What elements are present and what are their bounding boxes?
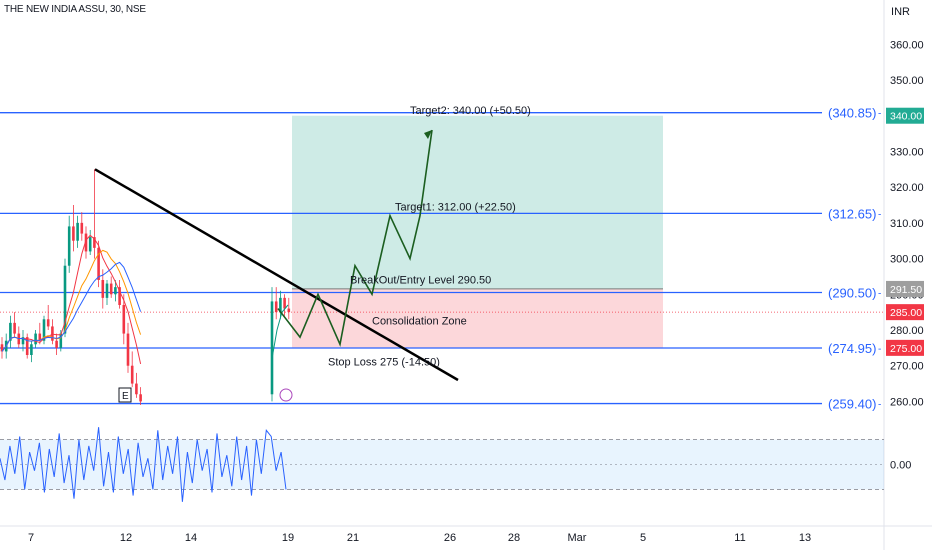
candle-body (55, 340, 58, 348)
candle-body (109, 283, 113, 295)
level-label: (312.65) (828, 206, 876, 221)
candle-body (59, 333, 63, 348)
candle-body (0, 344, 4, 352)
candle-body (25, 337, 29, 355)
symbol-title: THE NEW INDIA ASSU, 30, NSE (4, 4, 146, 15)
candle-body (118, 287, 121, 305)
stoploss-label: Stop Loss 275 (-14.50) (328, 357, 440, 369)
price-tag-label: 275.00 (890, 343, 922, 355)
consolidation-label: Consolidation Zone (372, 316, 467, 328)
candle-body (101, 280, 105, 298)
moving-average-line (1, 234, 142, 365)
candle-body (67, 226, 71, 266)
y-tick-label: 350.00 (890, 75, 924, 87)
y-tick-label: 280.00 (890, 325, 924, 337)
price-tag (886, 107, 924, 124)
moving-average-line (1, 261, 142, 352)
candle-body (72, 226, 75, 241)
x-tick-label: 11 (734, 532, 745, 544)
candle-body (279, 297, 282, 313)
level-tick: - (878, 400, 881, 411)
x-tick-label: Mar (568, 532, 587, 544)
y-tick-label: 330.00 (890, 146, 924, 158)
candle-body (38, 333, 42, 341)
price-tag-label: 340.00 (890, 111, 922, 123)
candle-body (80, 222, 84, 234)
x-tick-label: 21 (347, 532, 359, 544)
x-tick-label: 5 (640, 532, 646, 544)
level-label: (340.85) (828, 106, 876, 121)
price-tag-label: 285.00 (890, 307, 922, 319)
candle-body (21, 337, 25, 345)
y-tick-label: 300.00 (890, 254, 924, 266)
level-tick: - (878, 109, 881, 120)
candle-body (46, 319, 50, 327)
currency-label: INR (891, 6, 910, 18)
candle-body (88, 237, 92, 252)
earnings-marker (118, 387, 132, 403)
level-label: (290.50) (828, 286, 876, 301)
y-tick-label: 360.00 (890, 39, 924, 51)
moving-average-line (271, 304, 289, 359)
candle-body (283, 297, 286, 309)
candle-body (76, 222, 79, 241)
oscillator-line (0, 427, 287, 502)
candle-body (97, 247, 100, 280)
x-tick-label: 7 (28, 532, 34, 544)
candle-body (274, 301, 278, 313)
loss-zone (292, 288, 663, 348)
candle-body (270, 301, 274, 395)
candle-body (9, 322, 12, 341)
candle-body (126, 333, 130, 366)
projected-path (277, 129, 433, 347)
event-marker (279, 388, 293, 402)
candle-body (42, 319, 46, 341)
candle-body (51, 326, 54, 341)
candle-body (287, 308, 291, 313)
candle-body (122, 305, 126, 334)
x-tick-label: 12 (120, 532, 132, 544)
x-tick-label: 19 (282, 532, 294, 544)
y-tick-label: 260.00 (890, 396, 924, 408)
profit-zone (292, 115, 663, 289)
candle-body (13, 322, 16, 334)
candle-body (93, 237, 96, 248)
y-tick-label: 320.00 (890, 182, 924, 194)
earnings-marker-label: E (122, 391, 129, 402)
target2-label: Target2: 340.00 (+50.50) (410, 105, 531, 117)
x-tick-label: 14 (185, 532, 197, 544)
level-label: (259.40) (828, 397, 876, 412)
trend-line (94, 168, 459, 382)
entry-label: BreakOut/Entry Level 290.50 (350, 275, 491, 287)
candle-body (84, 233, 88, 252)
level-tick: - (878, 209, 881, 220)
x-tick-label: 26 (444, 532, 456, 544)
y-tick-label: 310.00 (890, 218, 924, 230)
level-label: (274.95) (828, 341, 876, 356)
candle-body (63, 265, 67, 334)
candle-body (130, 365, 134, 384)
x-tick-label: 28 (508, 532, 520, 544)
price-tag (886, 304, 924, 321)
level-tick: - (878, 289, 881, 300)
price-tag (886, 339, 924, 356)
target1-label: Target1: 312.00 (+22.50) (395, 201, 516, 213)
candle-body (105, 283, 109, 298)
oscillator-tick-label: 0.00 (890, 460, 911, 472)
level-tick: - (878, 344, 881, 355)
candle-body (139, 394, 142, 402)
price-tag-label: 291.50 (890, 284, 922, 296)
candle-body (135, 383, 138, 395)
candle-body (114, 287, 117, 295)
x-tick-label: 13 (799, 532, 811, 544)
y-tick-label: 270.00 (890, 361, 924, 373)
candle-body (30, 344, 33, 355)
price-tag (886, 280, 924, 297)
arrow-head (424, 130, 432, 139)
candle-body (34, 333, 37, 345)
